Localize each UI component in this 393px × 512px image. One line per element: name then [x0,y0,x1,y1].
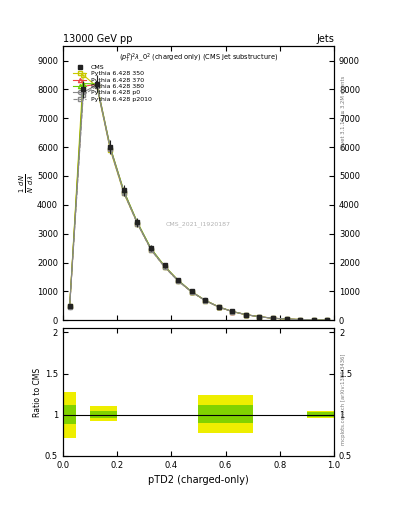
Text: Jets: Jets [316,34,334,44]
Y-axis label: $\frac{1}{N}\,\frac{dN}{d\lambda}$: $\frac{1}{N}\,\frac{dN}{d\lambda}$ [17,174,35,193]
X-axis label: pTD2 (charged-only): pTD2 (charged-only) [148,475,249,485]
Legend: CMS, Pythia 6.428 350, Pythia 6.428 370, Pythia 6.428 380, Pythia 6.428 p0, Pyth: CMS, Pythia 6.428 350, Pythia 6.428 370,… [72,63,154,103]
Y-axis label: Ratio to CMS: Ratio to CMS [33,368,42,417]
Text: CMS_2021_I1920187: CMS_2021_I1920187 [166,222,231,227]
Text: Rivet 3.1.10, ≥ 3.2M events: Rivet 3.1.10, ≥ 3.2M events [341,76,346,150]
Text: $(p_T^P)^2\lambda\_0^2$ (charged only) (CMS jet substructure): $(p_T^P)^2\lambda\_0^2$ (charged only) (… [119,52,278,65]
Text: 13000 GeV pp: 13000 GeV pp [63,34,132,44]
Text: mcplots.cern.ch [arXiv:1306.3436]: mcplots.cern.ch [arXiv:1306.3436] [341,354,346,445]
